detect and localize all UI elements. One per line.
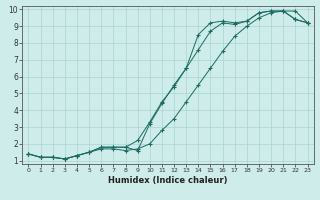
X-axis label: Humidex (Indice chaleur): Humidex (Indice chaleur) [108,176,228,185]
